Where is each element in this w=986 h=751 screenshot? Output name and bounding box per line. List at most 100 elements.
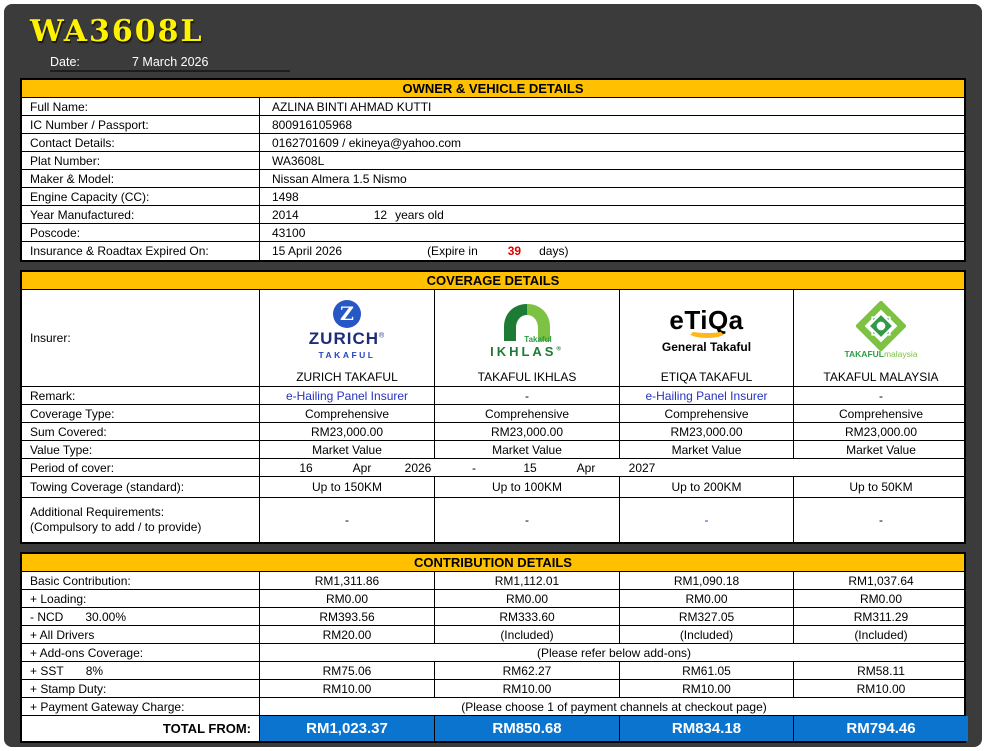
page-title: WA3608L xyxy=(30,14,204,49)
remark-ikhlas: - xyxy=(435,387,620,404)
value-type-etiqa: Market Value xyxy=(620,441,794,458)
ikhlas-brand-text: IKHLAS xyxy=(490,344,557,359)
poscode-label: Poscode: xyxy=(22,224,260,241)
plat-number-label: Plat Number: xyxy=(22,152,260,169)
coverage-type-row: Coverage Type: Comprehensive Comprehensi… xyxy=(22,405,964,423)
ncd-takaful-malaysia: RM311.29 xyxy=(853,609,909,624)
engine-capacity-label: Engine Capacity (CC): xyxy=(22,188,260,205)
loading-zurich: RM0.00 xyxy=(260,590,435,607)
ncd-zurich: RM393.56 xyxy=(260,608,435,625)
engine-capacity-value: 1498 xyxy=(272,189,299,204)
insurer-row: Insurer: Z ZURICH® TAKAFUL ZURICH TAKAFU… xyxy=(22,290,964,387)
basic-zurich: RM1,311.86 xyxy=(260,572,435,589)
period-start-year: 2026 xyxy=(404,460,432,475)
takaful-ikhlas-logo-icon: Takaful IKHLAS® xyxy=(490,301,564,359)
additional-etiqa: - xyxy=(620,498,794,542)
sum-covered-zurich: RM23,000.00 xyxy=(260,423,435,440)
zurich-takaful-logo-icon: Z ZURICH® TAKAFUL xyxy=(309,300,385,360)
table-row: Maker & Model: Nissan Almera 1.5 Nismo xyxy=(22,170,964,188)
table-row: Insurance & Roadtax Expired On: 15 April… xyxy=(22,242,964,260)
vehicle-age: 12 xyxy=(373,207,388,222)
maker-model-label: Maker & Model: xyxy=(22,170,260,187)
period-end-day: 15 xyxy=(523,460,537,475)
stamp-duty-row: + Stamp Duty: RM10.00 RM10.00 RM10.00 RM… xyxy=(22,680,964,698)
basic-contribution-row: Basic Contribution: RM1,311.86 RM1,112.0… xyxy=(22,572,964,590)
basic-takaful-malaysia: RM1,037.64 xyxy=(848,573,914,588)
addons-label: + Add-ons Coverage: xyxy=(22,644,260,661)
owner-section-header: OWNER & VEHICLE DETAILS xyxy=(22,80,964,98)
etiqa-logo-icon: eTiQa General Takaful xyxy=(662,307,751,354)
date-value: 7 March 2026 xyxy=(132,55,209,69)
value-type-label: Value Type: xyxy=(22,441,260,458)
sst-row: + SST 8% RM75.06 RM62.27 RM61.05 RM58.11 xyxy=(22,662,964,680)
loading-takaful-malaysia: RM0.00 xyxy=(859,591,903,606)
total-takaful-malaysia: RM794.46 xyxy=(794,716,968,741)
sum-covered-takaful-malaysia: RM23,000.00 xyxy=(844,424,918,439)
towing-label: Towing Coverage (standard): xyxy=(22,477,260,497)
expiry-date: 15 April 2026 xyxy=(272,244,343,258)
contribution-table: CONTRIBUTION DETAILS Basic Contribution:… xyxy=(20,552,968,743)
zurich-wordmark: ZURICH xyxy=(308,329,380,348)
sum-covered-label: Sum Covered: xyxy=(22,423,260,440)
takaful-malaysia-logo-icon: TAKAFULmalaysia xyxy=(844,301,918,359)
tm-malaysia-text: malaysia xyxy=(883,349,918,359)
payment-gateway-note: (Please choose 1 of payment channels at … xyxy=(461,699,767,714)
period-start-month: Apr xyxy=(352,460,372,475)
plat-number-value: WA3608L xyxy=(272,153,325,168)
all-drivers-ikhlas: (Included) xyxy=(435,626,620,643)
expire-days-suffix: days) xyxy=(539,244,569,258)
coverage-section-header: COVERAGE DETAILS xyxy=(22,272,964,290)
table-row: Engine Capacity (CC): 1498 xyxy=(22,188,964,206)
etiqa-general-takaful-text: General Takaful xyxy=(661,339,752,354)
insurer-cell-etiqa: eTiQa General Takaful ETIQA TAKAFUL xyxy=(620,290,794,386)
remark-label: Remark: xyxy=(22,387,260,404)
ncd-percentage: 30.00% xyxy=(85,609,127,624)
sst-percentage: 8% xyxy=(85,663,104,678)
sst-label: + SST 8% xyxy=(22,662,260,679)
takaful-malaysia-knot-icon xyxy=(855,301,906,351)
stamp-duty-label: + Stamp Duty: xyxy=(22,680,260,697)
value-type-zurich: Market Value xyxy=(260,441,435,458)
insurer-name: TAKAFUL MALAYSIA xyxy=(823,370,939,384)
expire-in-text: (Expire in xyxy=(427,244,478,258)
towing-takaful-malaysia: Up to 50KM xyxy=(849,480,913,494)
sum-covered-row: Sum Covered: RM23,000.00 RM23,000.00 RM2… xyxy=(22,423,964,441)
total-row: TOTAL FROM: RM1,023.37 RM850.68 RM834.18… xyxy=(22,716,968,741)
addons-note: (Please refer below add-ons) xyxy=(536,645,692,660)
year-manufactured-value: 2014 12 years old xyxy=(260,206,964,223)
coverage-type-takaful-malaysia: Comprehensive xyxy=(838,406,924,421)
stamp-ikhlas: RM10.00 xyxy=(435,680,620,697)
basic-ikhlas: RM1,112.01 xyxy=(435,572,620,589)
remark-etiqa[interactable]: e-Hailing Panel Insurer xyxy=(620,387,794,404)
additional-takaful-malaysia: - xyxy=(879,513,883,527)
period-value: 16 Apr 2026 - 15 Apr 2027 xyxy=(260,459,968,476)
additional-requirements-line2: (Compulsory to add / to provide) xyxy=(30,520,202,534)
owner-vehicle-table: OWNER & VEHICLE DETAILS Full Name: AZLIN… xyxy=(20,78,966,262)
contact-details-label: Contact Details: xyxy=(22,134,260,151)
all-drivers-label: + All Drivers xyxy=(22,626,260,643)
sst-ikhlas: RM62.27 xyxy=(435,662,620,679)
sum-covered-ikhlas: RM23,000.00 xyxy=(435,423,620,440)
stamp-takaful-malaysia: RM10.00 xyxy=(856,681,906,696)
sst-zurich: RM75.06 xyxy=(260,662,435,679)
contribution-section-header: CONTRIBUTION DETAILS xyxy=(22,554,964,572)
expiry-value: 15 April 2026 (Expire in 39 days) xyxy=(260,242,964,260)
period-separator: - xyxy=(472,460,476,475)
ncd-row: - NCD 30.00% RM393.56 RM333.60 RM327.05 … xyxy=(22,608,964,626)
ncd-label-text: - NCD xyxy=(30,609,64,624)
coverage-table: COVERAGE DETAILS Insurer: Z ZURICH® TAKA… xyxy=(20,270,966,544)
ic-number-value: 800916105968 xyxy=(272,117,353,132)
zurich-reg-mark: ® xyxy=(379,332,386,340)
table-row: IC Number / Passport: 800916105968 xyxy=(22,116,964,134)
period-of-cover-row: Period of cover: 16 Apr 2026 - 15 Apr 20… xyxy=(22,459,964,477)
loading-label: + Loading: xyxy=(22,590,260,607)
coverage-type-zurich: Comprehensive xyxy=(260,405,435,422)
basic-contribution-label: Basic Contribution: xyxy=(22,572,260,589)
additional-ikhlas: - xyxy=(435,498,620,542)
tm-takaful-text: TAKAFUL xyxy=(844,349,884,359)
additional-requirements-line1: Additional Requirements: xyxy=(30,505,165,519)
all-drivers-zurich: RM20.00 xyxy=(260,626,435,643)
payment-gateway-label: + Payment Gateway Charge: xyxy=(22,698,260,715)
remark-zurich[interactable]: e-Hailing Panel Insurer xyxy=(260,387,435,404)
zurich-takaful-text: TAKAFUL xyxy=(318,350,376,360)
